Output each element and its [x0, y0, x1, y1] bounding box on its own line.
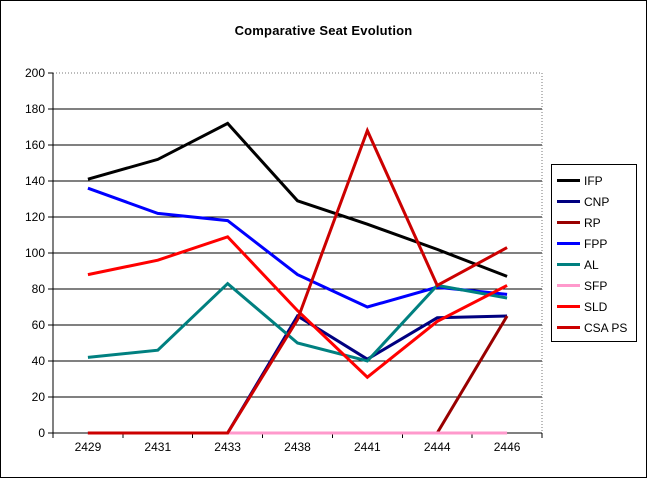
- legend: IFP CNP RP FPP AL SFP SLD CSA PS: [551, 164, 637, 342]
- legend-swatch-icon: [557, 263, 580, 266]
- x-tick-label: 2444: [424, 440, 451, 454]
- legend-swatch-icon: [557, 242, 580, 245]
- legend-item-sld: SLD: [552, 296, 636, 317]
- legend-item-csa-ps: CSA PS: [552, 317, 636, 338]
- legend-item-ifp: IFP: [552, 170, 636, 191]
- series-line-ifp: [87, 121, 508, 278]
- y-tick-label: 180: [25, 102, 45, 116]
- x-tick-label: 2438: [284, 440, 311, 454]
- legend-swatch-icon: [557, 326, 580, 329]
- y-tick-label: 160: [25, 138, 45, 152]
- legend-label: AL: [584, 257, 599, 272]
- x-tick-label: 2431: [144, 440, 171, 454]
- y-tick-label: 0: [38, 426, 45, 440]
- legend-label: FPP: [584, 236, 608, 251]
- series-line-csa-ps: [87, 126, 508, 435]
- y-tick-label: 100: [25, 246, 45, 260]
- y-tick-label: 140: [25, 174, 45, 188]
- x-tick-label: 2433: [214, 440, 241, 454]
- legend-item-sfp: SFP: [552, 275, 636, 296]
- legend-swatch-icon: [557, 179, 580, 182]
- y-tick-label: 200: [25, 66, 45, 80]
- legend-label: SLD: [584, 299, 608, 314]
- y-tick-label: 20: [32, 390, 46, 404]
- x-tick-label: 2429: [75, 440, 102, 454]
- legend-item-al: AL: [552, 254, 636, 275]
- series-line-cnp: [87, 313, 508, 435]
- legend-swatch-icon: [557, 221, 580, 224]
- legend-swatch-icon: [557, 284, 580, 287]
- legend-label: CSA PS: [584, 320, 628, 335]
- legend-swatch-icon: [557, 200, 580, 203]
- legend-label: RP: [584, 215, 601, 230]
- legend-label: SFP: [584, 278, 608, 293]
- y-tick-label: 60: [32, 318, 46, 332]
- x-tick-label: 2441: [354, 440, 381, 454]
- legend-label: CNP: [584, 194, 610, 209]
- y-tick-label: 80: [32, 282, 46, 296]
- legend-swatch-icon: [557, 305, 580, 308]
- series-line-rp: [87, 315, 509, 435]
- x-tick-label: 2446: [494, 440, 521, 454]
- y-tick-label: 40: [32, 354, 46, 368]
- chart-title: Comparative Seat Evolution: [234, 23, 413, 38]
- legend-label: IFP: [584, 173, 603, 188]
- legend-item-fpp: FPP: [552, 233, 636, 254]
- series-line-sld: [87, 235, 508, 380]
- legend-item-rp: RP: [552, 212, 636, 233]
- legend-item-cnp: CNP: [552, 191, 636, 212]
- y-tick-label: 120: [25, 210, 45, 224]
